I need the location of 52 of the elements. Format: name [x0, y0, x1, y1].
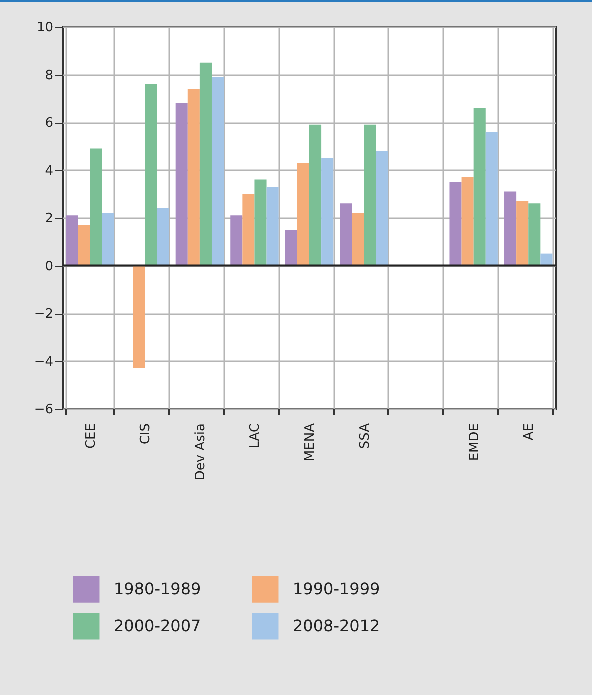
bar — [322, 158, 334, 266]
y-tick-label: 10 — [36, 20, 54, 36]
bar — [364, 124, 376, 266]
bar — [474, 108, 486, 266]
legend-label: 1990-1999 — [293, 580, 380, 599]
bar — [504, 192, 517, 266]
bar — [352, 213, 364, 266]
x-tick-label: SSA — [358, 423, 373, 450]
bar — [230, 216, 243, 266]
bar — [157, 208, 170, 266]
y-tick-label: −6 — [34, 402, 54, 418]
bar — [90, 148, 102, 266]
x-tick-label: LAC — [248, 424, 264, 449]
y-tick-label: 8 — [45, 68, 54, 84]
y-tick-label: 6 — [45, 116, 54, 131]
bar — [376, 151, 388, 266]
bar — [102, 213, 114, 266]
bar — [516, 201, 529, 266]
y-tick-label: 2 — [45, 212, 54, 226]
bar — [188, 89, 200, 266]
bar — [212, 77, 224, 266]
x-tick-label: AE — [522, 424, 538, 441]
bar — [340, 204, 352, 266]
legend-label: 1980-1989 — [114, 580, 202, 599]
bar — [78, 225, 90, 266]
y-tick-label: 0 — [45, 259, 54, 274]
bar — [145, 84, 158, 266]
y-tick-label: 4 — [45, 164, 54, 179]
bar — [242, 194, 255, 266]
bar — [266, 186, 279, 266]
legend-label: 2000-2007 — [114, 616, 202, 636]
x-tick-label: CEE — [84, 424, 99, 450]
bar — [540, 254, 553, 266]
x-tick-label: EMDE — [467, 424, 482, 462]
legend-label: 2008-2012 — [293, 616, 380, 636]
bar — [486, 132, 498, 266]
bar — [450, 182, 462, 266]
x-tick-label: MENA — [303, 423, 318, 462]
bar — [200, 62, 212, 266]
y-tick-label: −4 — [34, 354, 54, 370]
bar — [310, 124, 322, 266]
bar — [254, 180, 267, 266]
bar — [66, 216, 78, 266]
bar — [285, 230, 298, 266]
x-tick-label: Dev Asia — [193, 424, 208, 481]
y-tick-label: −2 — [34, 307, 54, 322]
bar — [462, 177, 474, 266]
bar — [176, 103, 188, 266]
bar — [528, 204, 541, 266]
x-tick-label: CIS — [138, 424, 154, 445]
bar — [297, 163, 310, 266]
bar — [133, 266, 146, 368]
